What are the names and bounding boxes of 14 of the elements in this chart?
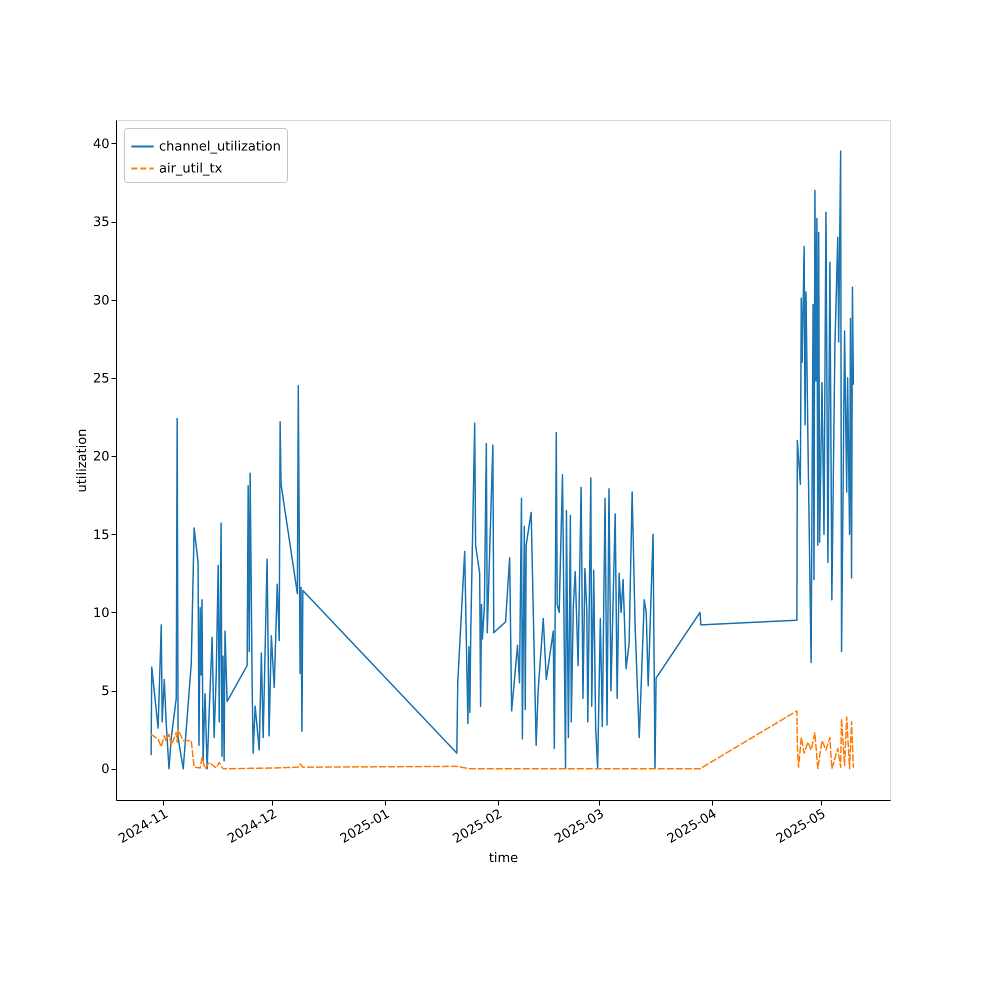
line-series bbox=[150, 710, 854, 770]
y-tick-label: 35 bbox=[92, 215, 110, 230]
x-axis-title: time bbox=[488, 850, 518, 866]
y-tick-label: 25 bbox=[92, 371, 110, 386]
legend-label: air_util_tx bbox=[159, 162, 223, 176]
y-tick-label: 40 bbox=[92, 136, 110, 152]
y-tick-label: 30 bbox=[92, 293, 110, 308]
y-tick-label: 5 bbox=[101, 684, 110, 700]
y-tick-label: 15 bbox=[92, 528, 110, 543]
y-tick-label: 20 bbox=[92, 450, 110, 465]
legend-label: channel_utilization bbox=[159, 140, 281, 154]
y-tick-label: 10 bbox=[92, 606, 110, 621]
y-tick-label: 0 bbox=[101, 762, 110, 778]
y-axis-title: utilization bbox=[74, 428, 90, 492]
